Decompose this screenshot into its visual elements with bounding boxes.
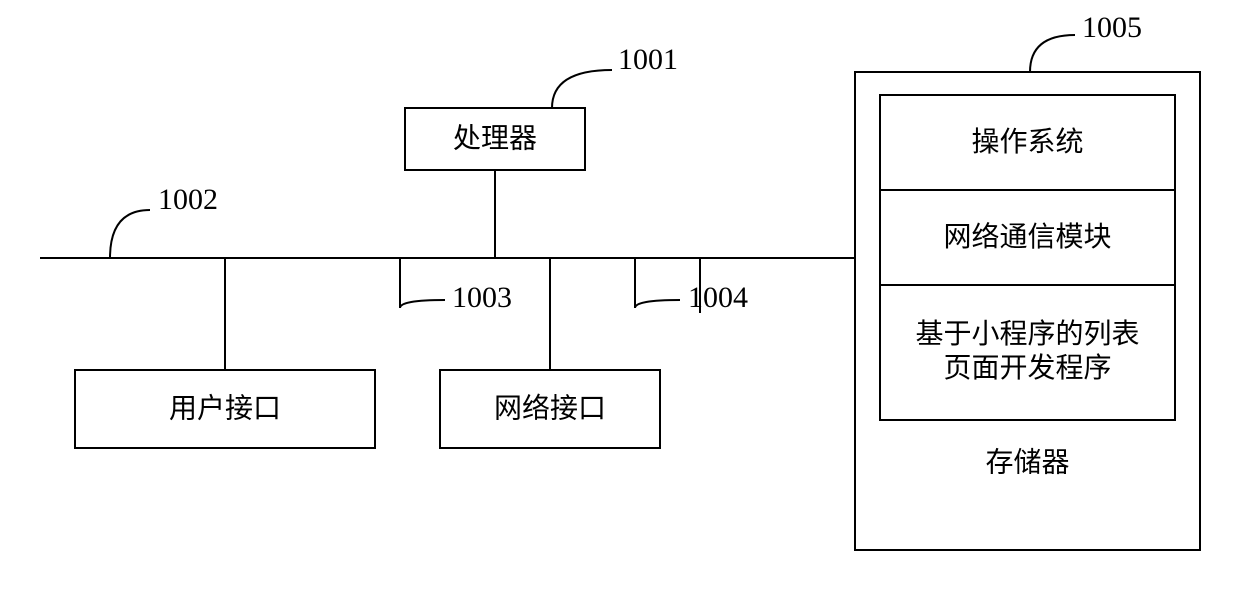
memory-row-1-label: 网络通信模块 <box>943 221 1111 253</box>
net-if-label: 网络接口 <box>494 392 606 424</box>
user-if-leader <box>110 210 150 258</box>
stub-1004-leader <box>635 300 680 308</box>
processor-id: 1001 <box>618 43 678 76</box>
memory-id: 1005 <box>1082 11 1142 44</box>
net-if-id: 1003 <box>452 281 512 314</box>
processor-leader <box>552 70 612 108</box>
memory-row-0-label: 操作系统 <box>971 126 1083 158</box>
user-if-id: 1002 <box>158 183 218 216</box>
memory-label: 存储器 <box>985 446 1069 478</box>
processor-label: 处理器 <box>453 122 537 154</box>
user-if-label: 用户接口 <box>169 392 281 424</box>
stub-1004-id: 1004 <box>688 281 748 314</box>
memory-row-2-l2: 页面开发程序 <box>943 352 1111 384</box>
net-if-leader <box>400 300 445 308</box>
memory-row-2-l1: 基于小程序的列表 <box>915 318 1139 350</box>
memory-leader <box>1030 35 1075 72</box>
